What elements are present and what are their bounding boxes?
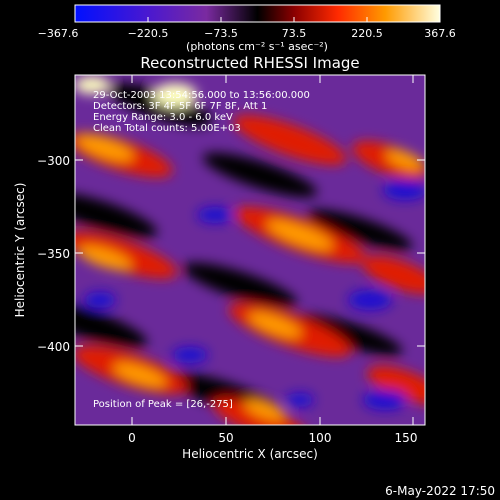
colorbar-tick-4: 73.5	[282, 27, 307, 40]
x-tick-100: 100	[309, 431, 332, 445]
plot-title: Reconstructed RHESSI Image	[140, 54, 359, 72]
y-tick-minus400: −400	[37, 340, 70, 354]
y-axis-label: Heliocentric Y (arcsec)	[13, 183, 27, 318]
annotation-time-range: 29-Oct-2003 13:54:56.000 to 13:56:00.000	[93, 90, 310, 101]
colorbar-tick-3: −73.5	[204, 27, 238, 40]
annotation-energy-range: Energy Range: 3.0 - 6.0 keV	[93, 112, 233, 123]
colorbar-tick-1: −367.6	[38, 27, 79, 40]
axis-ticks	[75, 75, 425, 425]
footer-date: 6-May-2022 17:50	[385, 484, 495, 498]
colorbar-unit-label: (photons cm⁻² s⁻¹ asec⁻²)	[186, 40, 328, 53]
colorbar-tick-2: −220.5	[128, 27, 169, 40]
rhessi-image	[75, 75, 425, 425]
annotation-peak-position: Position of Peak = [26,-275]	[93, 399, 233, 410]
colorbar-tick-6: 367.6	[424, 27, 456, 40]
x-axis-label: Heliocentric X (arcsec)	[182, 447, 318, 461]
y-tick-minus300: −300	[37, 154, 70, 168]
y-tick-minus350: −350	[37, 247, 70, 261]
colorbar	[74, 4, 441, 23]
annotation-clean-counts: Clean Total counts: 5.00E+03	[93, 123, 241, 134]
colorbar-ticks	[74, 17, 441, 22]
annotation-detectors: Detectors: 3F 4F 5F 6F 7F 8F, Att 1	[93, 101, 267, 112]
x-tick-0: 0	[128, 431, 136, 445]
x-tick-50: 50	[218, 431, 233, 445]
x-tick-150: 150	[395, 431, 418, 445]
plot-frame	[74, 74, 426, 426]
colorbar-tick-5: 220.5	[351, 27, 383, 40]
